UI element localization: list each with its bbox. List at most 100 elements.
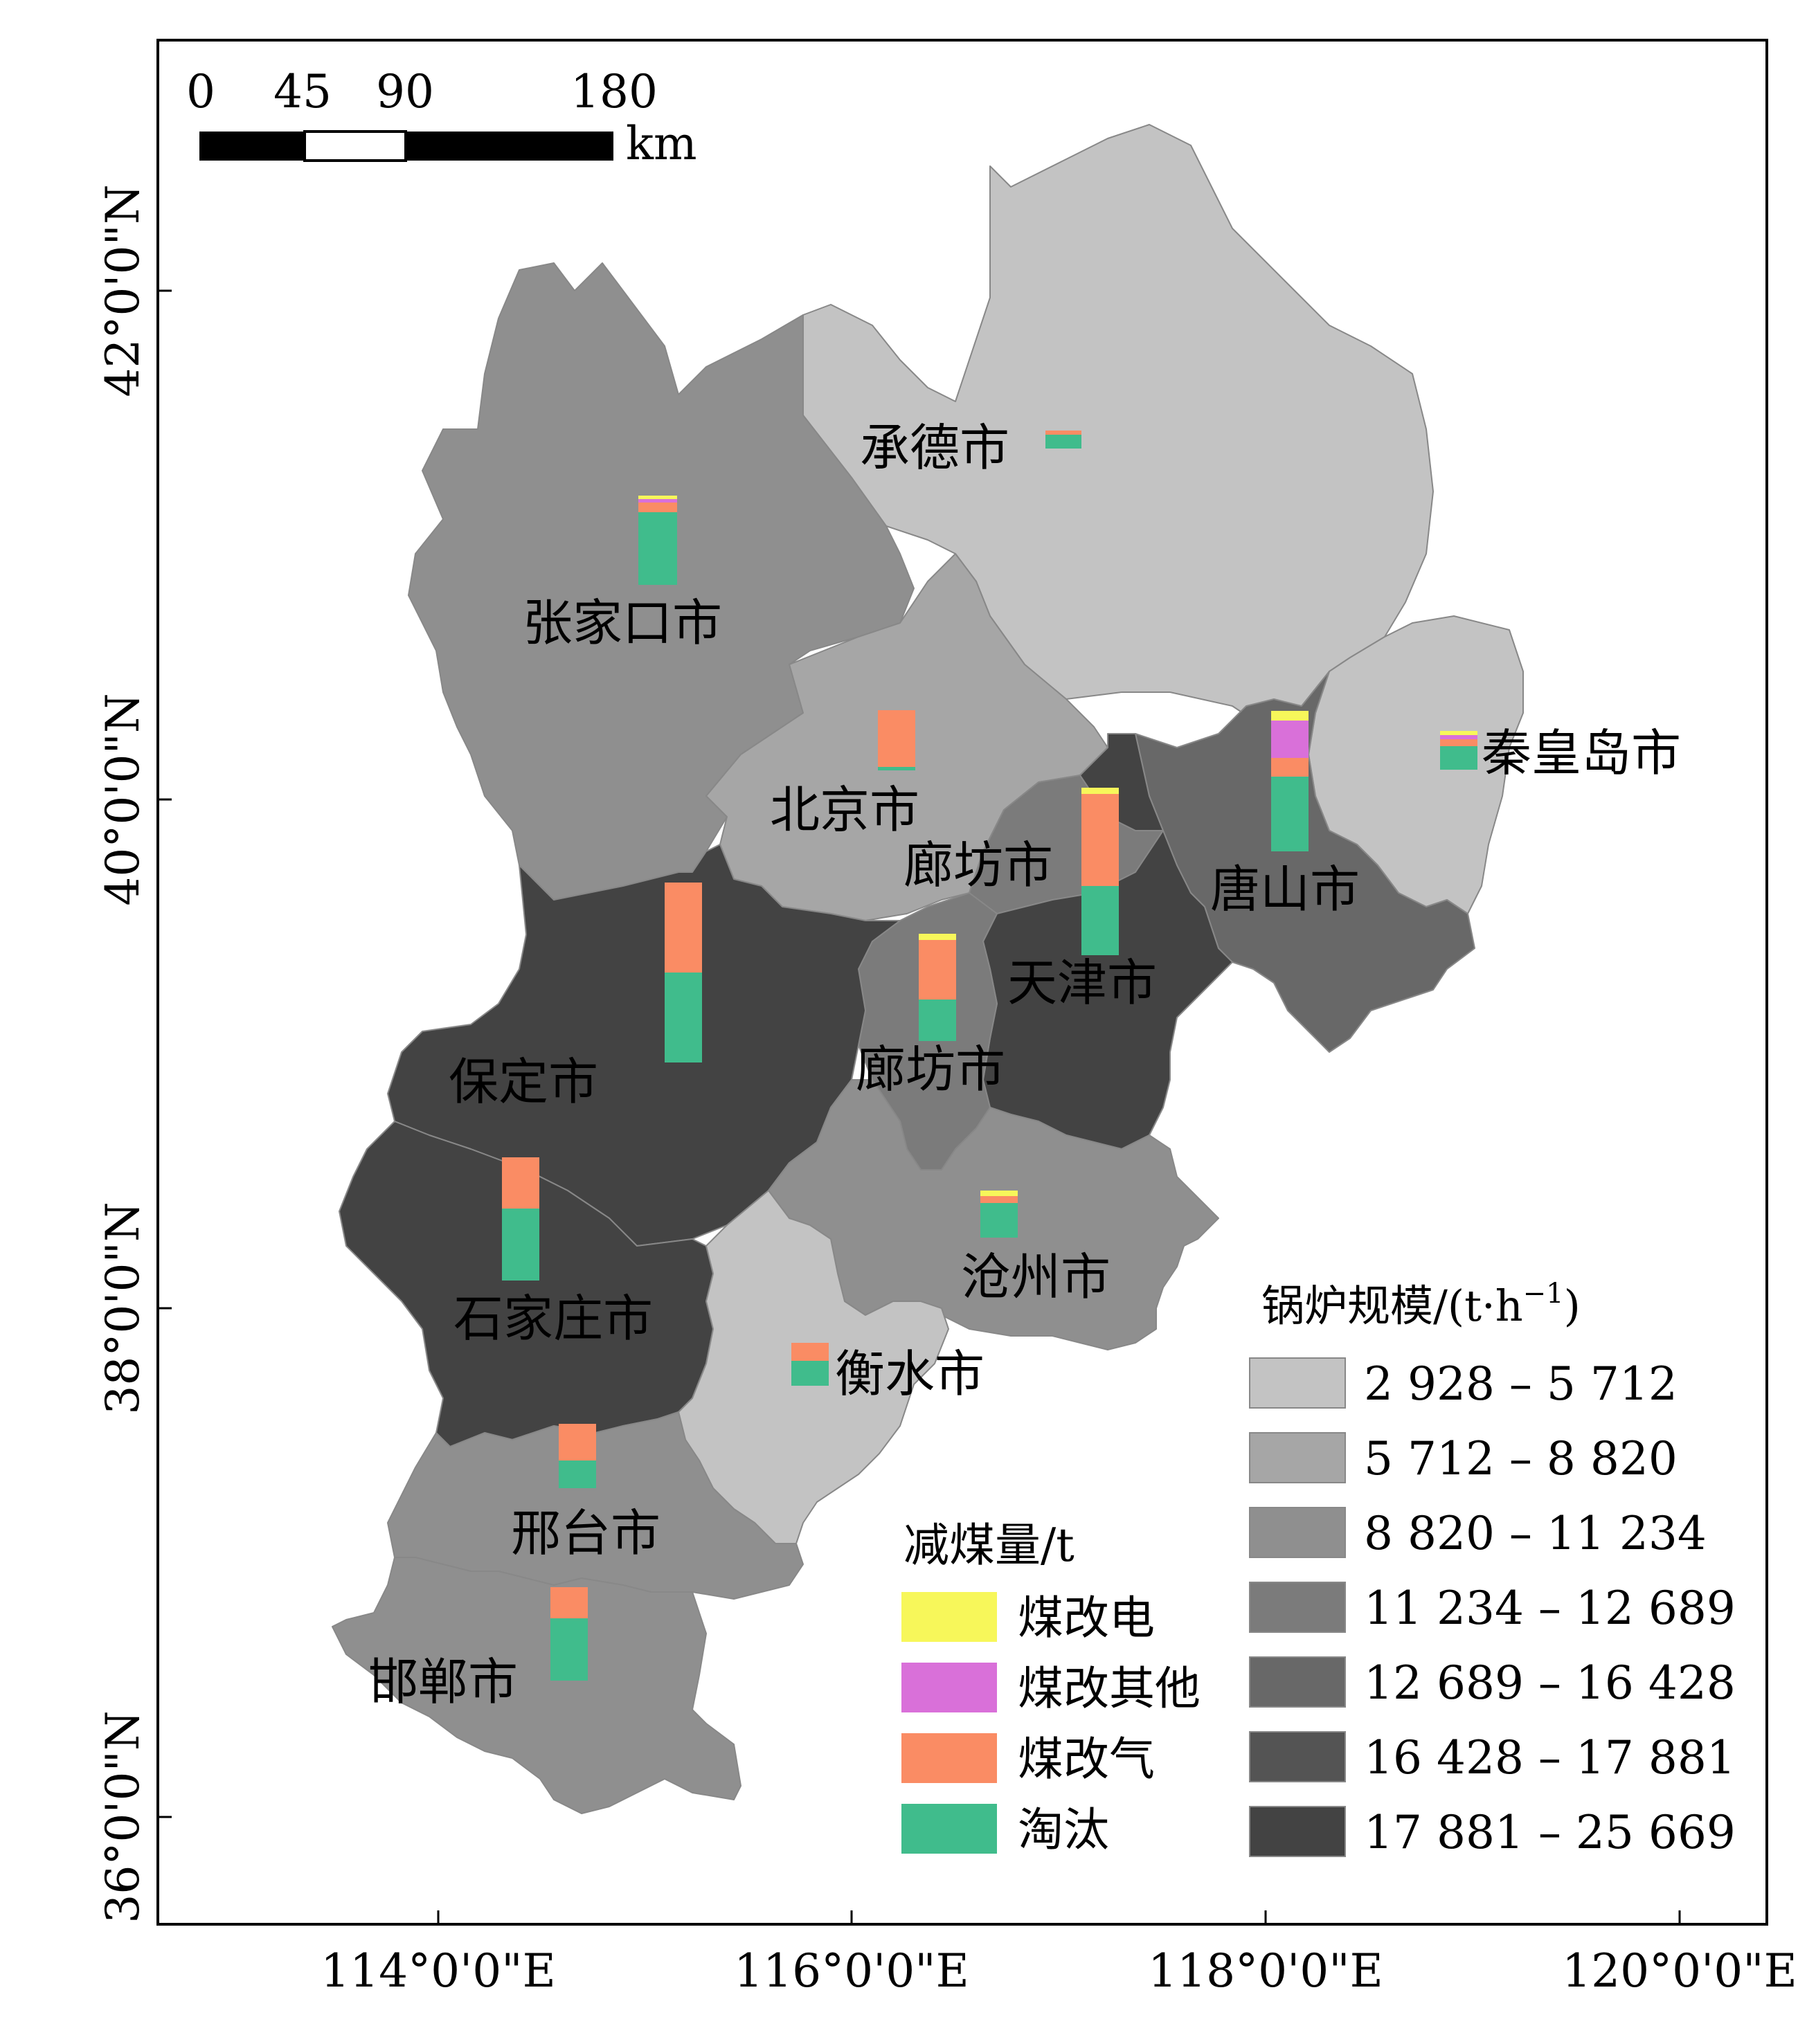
bar-segment-taotai [502, 1209, 539, 1281]
coal-bars [502, 431, 1477, 1681]
bar-segment-meigaiqi [919, 940, 956, 1000]
coal-legend-label: 淘汰 [1018, 1803, 1109, 1856]
graticule-ticks [158, 289, 1681, 1924]
scale-segment [406, 132, 613, 161]
bar-segment-meigaiqi [1045, 431, 1081, 435]
boiler-legend-label: 2 928 – 5 712 [1364, 1357, 1678, 1411]
coal-legend: 减煤量/t 煤改电 煤改其他 煤改气 淘汰 [901, 1519, 1201, 1856]
city-label-xingtai: 邢台市 [511, 1504, 660, 1562]
coal-legend-label: 煤改电 [1018, 1591, 1155, 1645]
bar-segment-meigaidian [919, 934, 956, 940]
bar-segment-meigaiqita [638, 499, 677, 503]
lon-label: 120°0'0"E [1562, 1944, 1797, 1998]
bar-segment-meigaiqi [1440, 739, 1477, 746]
boiler-legend-title-end: ) [1564, 1281, 1581, 1331]
lon-label: 114°0'0"E [321, 1944, 556, 1998]
scale-unit: km [626, 117, 697, 170]
scale-tick-label: 90 [376, 65, 434, 118]
boiler-legend-label: 11 234 – 12 689 [1364, 1582, 1736, 1635]
boiler-legend-title-main: 锅炉规模/(t·h [1261, 1281, 1523, 1331]
city-label-tianjin: 天津市 [1007, 954, 1157, 1012]
scale-tick-label: 45 [273, 65, 332, 118]
bar-segment-taotai [1271, 777, 1309, 851]
coal-legend-title: 减煤量/t [904, 1519, 1075, 1572]
city-label-handan: 邯郸市 [368, 1653, 518, 1711]
scale-tick-label: 0 [186, 65, 215, 118]
boiler-legend-label: 17 881 – 25 669 [1364, 1806, 1736, 1859]
city-label-langfang-south: 廊坊市 [856, 1040, 1005, 1098]
boiler-legend: 锅炉规模/(t·h−1) 2 928 – 5 712 5 712 – 8 820… [1249, 1278, 1736, 1859]
bar-segment-meigaiqita [1440, 735, 1477, 739]
city-label-baoding: 保定市 [449, 1053, 598, 1111]
bar-segment-taotai [638, 512, 677, 585]
boiler-legend-swatch [1249, 1582, 1346, 1633]
city-label-shijiazhuang: 石家庄市 [453, 1290, 653, 1348]
boiler-legend-swatch [1249, 1731, 1346, 1782]
scale-bar: 0 45 90 180 km [186, 65, 697, 170]
bar-segment-taotai [559, 1460, 596, 1488]
boiler-legend-swatch [1249, 1432, 1346, 1483]
bar-segment-meigaiqi [665, 883, 702, 973]
lat-label: 38°0'0"N [96, 1202, 150, 1414]
city-label-zhangjiakou: 张家口市 [523, 594, 722, 652]
coal-legend-label: 煤改其他 [1018, 1662, 1201, 1715]
boiler-legend-label: 16 428 – 17 881 [1364, 1731, 1736, 1784]
city-label-qinhuangdao: 秦皇岛市 [1482, 724, 1681, 782]
city-label-hengshui: 衡水市 [835, 1345, 985, 1403]
lat-label: 40°0'0"N [96, 693, 150, 905]
bar-segment-meigaiqi [502, 1157, 539, 1209]
city-label-chengde: 承德市 [860, 419, 1009, 477]
scale-segment [303, 130, 407, 162]
latitude-labels: 42°0'0"N 40°0'0"N 38°0'0"N 36°0'0"N [96, 184, 150, 1923]
bar-segment-meigaiqi [1081, 794, 1119, 886]
bar-segment-taotai [980, 1203, 1018, 1238]
boiler-legend-label: 8 820 – 11 234 [1364, 1507, 1707, 1560]
coal-legend-label: 煤改气 [1018, 1733, 1155, 1786]
bar-segment-taotai [1440, 746, 1477, 770]
bar-segment-taotai [665, 973, 702, 1062]
bar-segment-taotai [1045, 435, 1081, 449]
lat-label: 42°0'0"N [96, 184, 150, 397]
city-labels: 承德市 张家口市 北京市 秦皇岛市 廊坊市 唐山市 天津市 保定市 廊坊市 石家… [368, 419, 1681, 1711]
coal-legend-swatch [901, 1733, 997, 1783]
bar-segment-meigaidian [1081, 788, 1119, 794]
boiler-legend-swatch [1249, 1357, 1346, 1409]
bar-segment-meigaiqi [980, 1196, 1018, 1203]
region-handan [332, 1557, 741, 1814]
city-label-cangzhou: 沧州市 [961, 1248, 1111, 1306]
regions [332, 124, 1524, 1814]
city-label-beijing: 北京市 [770, 781, 919, 839]
boiler-legend-swatch [1249, 1806, 1346, 1857]
bar-segment-taotai [791, 1361, 829, 1386]
coal-legend-swatch [901, 1663, 997, 1712]
bar-segment-meigaidian [1440, 731, 1477, 735]
lon-label: 118°0'0"E [1148, 1944, 1383, 1998]
bar-segment-meigaiqi [559, 1424, 596, 1460]
bar-segment-taotai [919, 1000, 956, 1041]
boiler-legend-swatch [1249, 1507, 1346, 1558]
bar-segment-meigaidian [1271, 711, 1309, 721]
boiler-legend-title: 锅炉规模/(t·h−1) [1261, 1278, 1581, 1331]
lon-label: 116°0'0"E [734, 1944, 969, 1998]
scale-segment [199, 132, 305, 161]
bar-segment-taotai [878, 767, 915, 770]
longitude-labels: 114°0'0"E 116°0'0"E 118°0'0"E 120°0'0"E [321, 1944, 1797, 1998]
bar-segment-meigaiqita [1271, 721, 1309, 758]
boiler-legend-title-sup: −1 [1523, 1278, 1564, 1310]
bar-segment-meigaidian [638, 496, 677, 499]
bar-segment-meigaiqi [550, 1587, 588, 1618]
boiler-legend-label: 5 712 – 8 820 [1364, 1432, 1678, 1485]
bar-segment-meigaiqi [638, 503, 677, 512]
bar-segment-taotai [550, 1618, 588, 1681]
bar-segment-meigaiqi [878, 710, 915, 767]
boiler-legend-swatch [1249, 1656, 1346, 1708]
city-label-tangshan: 唐山市 [1210, 860, 1360, 919]
bar-segment-meigaidian [980, 1191, 1018, 1196]
bar-segment-taotai [1081, 886, 1119, 955]
boiler-legend-label: 12 689 – 16 428 [1364, 1656, 1736, 1710]
city-label-langfang-north: 廊坊市 [904, 836, 1053, 894]
lat-label: 36°0'0"N [96, 1710, 150, 1923]
coal-legend-swatch [901, 1804, 997, 1854]
coal-legend-swatch [901, 1592, 997, 1642]
